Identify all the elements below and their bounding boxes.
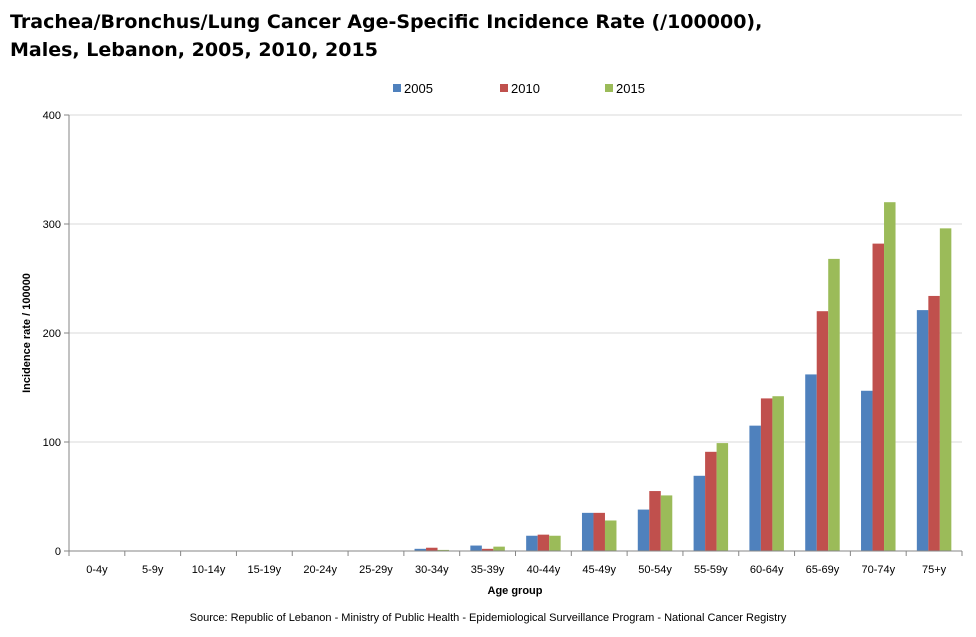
bar-2005-45-49y (581, 512, 594, 551)
source-note: Source: Republic of Lebanon - Ministry o… (189, 612, 787, 624)
y-tick-label: 400 (43, 110, 61, 122)
x-tick-label: 75+y (922, 564, 947, 576)
x-tick-label: 55-59y (694, 564, 728, 576)
bar-2010-70-74y (872, 243, 885, 551)
legend-label: 2015 (616, 81, 645, 96)
x-tick-label: 5-9y (142, 564, 164, 576)
bar-2010-40-44y (537, 534, 550, 551)
bar-2010-50-54y (649, 491, 661, 551)
legend-item-2005: 2005 (393, 81, 433, 96)
bar-2015-30-34y (437, 549, 450, 551)
x-tick-label: 50-54y (638, 564, 672, 576)
x-tick-label: 45-49y (582, 564, 616, 576)
bars (414, 202, 952, 552)
y-tick-label: 200 (43, 328, 61, 340)
legend-swatch (605, 84, 613, 92)
bar-2005-50-54y (637, 509, 650, 551)
bar-2015-35-39y (493, 546, 505, 551)
legend: 2005 2010 2015 (393, 81, 645, 96)
y-tick-label: 300 (43, 219, 61, 231)
legend-item-2010: 2010 (500, 81, 540, 96)
x-tick-label: 10-14y (192, 564, 226, 576)
x-tick-label: 15-19y (248, 564, 282, 576)
x-tick-label: 0-4y (86, 564, 108, 576)
bar-2010-75+y (928, 295, 940, 551)
bar-2015-50-54y (660, 495, 673, 551)
bar-2015-65-69y (828, 258, 840, 551)
y-tick-label: 100 (43, 437, 61, 449)
x-tick-label: 60-64y (750, 564, 784, 576)
chart-title: Trachea/Bronchus/Lung Cancer Age-Specifi… (10, 8, 960, 64)
legend-item-2015: 2015 (605, 81, 645, 96)
bar-2010-65-69y (816, 311, 829, 551)
legend-label: 2010 (511, 81, 540, 96)
bar-2015-40-44y (549, 535, 561, 551)
bar-2015-60-64y (772, 396, 784, 551)
legend-swatch (393, 84, 401, 92)
x-tick-label: 70-74y (861, 564, 895, 576)
bar-2010-35-39y (481, 548, 494, 551)
y-axis-label: Incidence rate / 100000 (21, 273, 33, 393)
bar-2010-45-49y (593, 512, 605, 551)
bar-2005-35-39y (470, 545, 482, 551)
bar-2005-70-74y (861, 390, 873, 551)
legend-swatch (500, 84, 508, 92)
bar-2005-65-69y (805, 374, 817, 551)
bar-2015-75+y (939, 228, 952, 552)
chart-title-line-1: Trachea/Bronchus/Lung Cancer Age-Specifi… (10, 11, 763, 33)
bar-2015-55-59y (716, 443, 729, 551)
bar-2010-55-59y (705, 451, 717, 551)
bar-2010-60-64y (760, 398, 773, 551)
x-tick-label: 30-34y (415, 564, 449, 576)
bar-2005-75+y (916, 310, 929, 551)
x-tick-label: 35-39y (471, 564, 505, 576)
chart-title-line-2: Males, Lebanon, 2005, 2010, 2015 (10, 39, 378, 61)
bar-2005-40-44y (526, 535, 538, 551)
x-tick-label: 25-29y (359, 564, 393, 576)
bar-2010-30-34y (426, 547, 438, 551)
x-tick-label: 65-69y (806, 564, 840, 576)
x-tick-labels: 0-4y 5-9y 10-14y 15-19y 20-24y 25-29y 30-34y 35… (86, 564, 946, 576)
x-axis-label: Age group (488, 585, 543, 597)
bar-2015-45-49y (604, 520, 617, 551)
bar-2005-55-59y (693, 475, 706, 551)
x-tick-label: 40-44y (527, 564, 561, 576)
y-tick-label: 0 (55, 546, 61, 558)
axes (68, 115, 963, 556)
bar-2015-70-74y (884, 202, 896, 551)
x-tick-label: 20-24y (303, 564, 337, 576)
y-tick-labels: 0 100 200 300 400 (43, 110, 61, 558)
bar-2005-30-34y (414, 548, 427, 551)
legend-label: 2005 (404, 81, 433, 96)
bar-2005-60-64y (749, 425, 761, 551)
